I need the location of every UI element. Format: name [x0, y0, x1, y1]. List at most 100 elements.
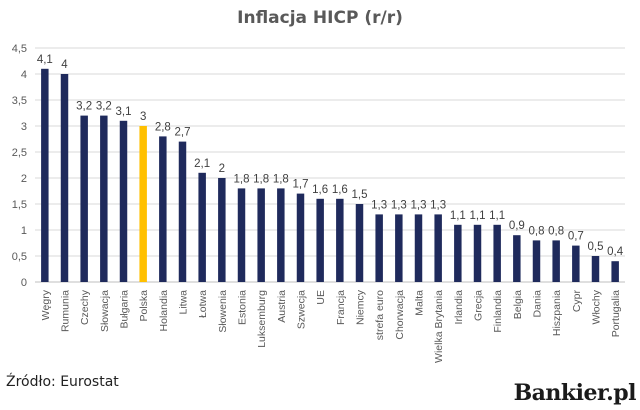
bar-13 [296, 193, 305, 282]
data-label: 1,8 [253, 173, 269, 185]
data-label: 3,1 [116, 106, 132, 118]
x-tick-label: Luksemburg [256, 290, 268, 348]
x-tick-label: Francja [335, 290, 347, 325]
y-tick-label: 0 [21, 277, 27, 289]
y-tick-label: 4,5 [12, 43, 27, 55]
bar-24 [513, 235, 521, 282]
bar-23 [493, 224, 501, 282]
y-tick-label: 4 [21, 69, 27, 81]
bar-2 [80, 115, 88, 282]
data-label: 1,5 [352, 189, 368, 201]
y-tick-label: 3 [21, 121, 27, 133]
data-label: 0,4 [607, 246, 624, 258]
x-tick-label: Wielka Brytania [433, 290, 445, 363]
x-tick-label: Rumunia [60, 290, 72, 332]
x-tick-label: Niemcy [355, 289, 367, 325]
data-label: 1,3 [371, 199, 387, 211]
bar-16 [355, 204, 364, 282]
x-tick-label: Irlandia [453, 290, 465, 325]
x-tick-label: Estonia [237, 290, 249, 325]
bars [41, 68, 619, 282]
bar-14 [316, 198, 324, 282]
data-label: 3 [140, 111, 146, 123]
y-tick-label: 1,5 [12, 199, 27, 211]
data-label: 1,7 [293, 179, 309, 191]
bar-5 [139, 126, 147, 282]
x-tick-label: Belgia [512, 290, 524, 319]
data-label: 0,8 [548, 225, 564, 237]
data-labels: 4,1 43,2 3,2 3,1 32,8 2,72,1 21,8 1,8 1,8 1,7 1,6 1… [37, 54, 624, 258]
data-label: 0,8 [529, 225, 545, 237]
data-label: 1,3 [411, 199, 427, 211]
x-tick-label: Szwecja [296, 290, 308, 329]
bar-19 [414, 214, 423, 282]
bar-0 [41, 68, 49, 282]
bankier-logo: Bankier.pl [513, 380, 637, 406]
x-tick-label: Chorwacja [394, 290, 406, 340]
bar-1 [60, 74, 69, 282]
x-tick-label: Bułgaria [119, 290, 131, 329]
bar-18 [395, 214, 403, 282]
x-tick-label: Włochy [591, 289, 603, 324]
bar-20 [434, 214, 442, 282]
data-label: 1,6 [332, 184, 348, 196]
x-tick-label: Hiszpania [551, 290, 563, 336]
chart-title: Inflacja HICP (r/r) [237, 8, 403, 28]
x-tick-label: Słowenia [217, 290, 229, 333]
bar-21 [454, 224, 462, 282]
x-tick-label: Malta [414, 290, 426, 316]
data-label: 1,1 [489, 210, 505, 222]
data-label: 2,1 [194, 158, 210, 170]
data-label: 4 [61, 59, 68, 71]
bar-22 [473, 224, 482, 282]
bar-6 [159, 136, 167, 282]
x-tick-label: Finlandia [492, 290, 504, 333]
y-tick-label: 3,5 [12, 95, 27, 107]
y-tick-label: 1 [21, 225, 27, 237]
x-tick-label: Węgry [40, 289, 52, 320]
data-label: 4,1 [37, 54, 53, 66]
data-label: 1,8 [273, 173, 289, 185]
x-tick-label: Łotwa [197, 290, 209, 318]
y-axis-ticks: 0 0,5 1 1,5 2 2,5 3 3,5 4 4,5 [12, 43, 27, 289]
gridlines [35, 47, 625, 283]
x-tick-label: Cypr [571, 289, 583, 312]
bar-15 [336, 198, 344, 282]
bar-4 [119, 120, 128, 282]
x-tick-label: strefa euro [374, 290, 386, 340]
data-label: 2,8 [155, 121, 171, 133]
x-tick-label: UE [315, 290, 327, 305]
x-tick-label: Dania [532, 290, 544, 318]
y-tick-label: 2 [21, 173, 27, 185]
bar-7 [178, 141, 187, 282]
x-tick-label: Litwa [178, 290, 190, 315]
bar-12 [277, 188, 285, 282]
bar-17 [375, 214, 383, 282]
bar-28 [591, 256, 600, 282]
bar-27 [572, 245, 580, 282]
x-tick-label: Austria [276, 290, 288, 323]
data-label: 1,6 [312, 184, 328, 196]
y-tick-label: 0,5 [12, 251, 27, 263]
x-tick-label: Słowacja [99, 290, 111, 332]
data-label: 1,3 [430, 199, 446, 211]
bar-29 [611, 261, 619, 282]
bar-25 [532, 240, 541, 282]
x-tick-label: Grecja [473, 290, 485, 321]
x-tick-label: Holandia [158, 290, 170, 332]
data-label: 2,7 [175, 127, 191, 139]
data-label: 3,2 [76, 101, 92, 113]
bar-11 [257, 188, 265, 282]
data-label: 0,5 [588, 241, 604, 253]
data-label: 2 [219, 163, 225, 175]
data-label: 1,1 [470, 210, 486, 222]
bar-26 [552, 240, 560, 282]
x-tick-label: Polska [138, 290, 150, 322]
data-label: 1,1 [450, 210, 466, 222]
bar-10 [237, 188, 246, 282]
data-label: 0,7 [568, 231, 584, 243]
source-note: Źródło: Eurostat [6, 374, 119, 390]
x-tick-label: Portugalia [610, 290, 622, 337]
